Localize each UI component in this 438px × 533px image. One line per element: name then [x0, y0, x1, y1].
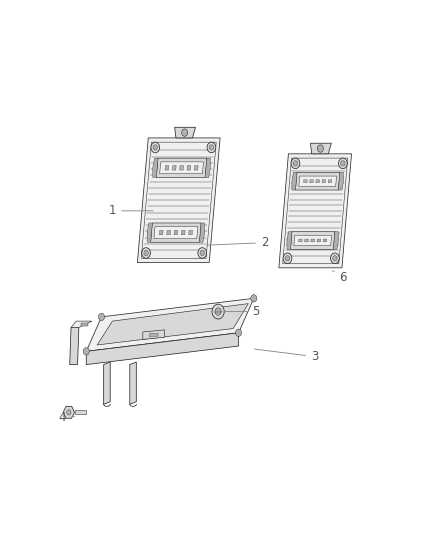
Polygon shape [166, 230, 170, 235]
Circle shape [212, 304, 224, 319]
Polygon shape [165, 166, 169, 170]
Polygon shape [299, 176, 336, 187]
Polygon shape [147, 223, 152, 243]
Polygon shape [174, 230, 178, 235]
Circle shape [331, 253, 339, 264]
Polygon shape [149, 333, 158, 337]
Polygon shape [294, 236, 332, 246]
Polygon shape [138, 138, 220, 263]
Circle shape [200, 251, 205, 256]
Polygon shape [159, 230, 163, 235]
Polygon shape [97, 304, 248, 345]
Circle shape [207, 142, 216, 153]
Circle shape [236, 329, 242, 336]
Polygon shape [81, 322, 88, 326]
Polygon shape [333, 232, 339, 249]
Polygon shape [86, 298, 254, 351]
Polygon shape [181, 230, 185, 235]
Polygon shape [74, 410, 86, 415]
Circle shape [215, 308, 221, 316]
Polygon shape [151, 223, 201, 243]
Polygon shape [160, 162, 204, 174]
Polygon shape [154, 227, 198, 239]
Polygon shape [310, 180, 313, 183]
Circle shape [99, 313, 105, 320]
Polygon shape [292, 172, 297, 190]
Polygon shape [187, 166, 191, 170]
Circle shape [153, 145, 157, 150]
Polygon shape [304, 180, 307, 183]
Circle shape [67, 410, 71, 415]
Polygon shape [316, 180, 320, 183]
Text: 6: 6 [332, 271, 347, 284]
Circle shape [182, 129, 188, 136]
Circle shape [318, 145, 324, 152]
Polygon shape [322, 180, 326, 183]
Polygon shape [130, 362, 136, 405]
Polygon shape [153, 158, 158, 177]
Polygon shape [194, 166, 198, 170]
Circle shape [333, 256, 337, 261]
Polygon shape [199, 223, 205, 243]
Polygon shape [311, 239, 314, 242]
Circle shape [293, 161, 298, 166]
Text: 4: 4 [59, 411, 75, 424]
Circle shape [209, 145, 214, 150]
Circle shape [285, 256, 290, 261]
Polygon shape [175, 127, 195, 138]
Polygon shape [290, 232, 335, 249]
Polygon shape [86, 333, 239, 365]
Circle shape [198, 248, 207, 259]
Circle shape [144, 251, 148, 256]
Polygon shape [339, 172, 343, 190]
Polygon shape [299, 239, 302, 242]
Polygon shape [205, 158, 210, 177]
Polygon shape [287, 232, 292, 249]
Text: 2: 2 [207, 236, 268, 249]
Text: 1: 1 [109, 204, 153, 217]
Polygon shape [317, 239, 321, 242]
Circle shape [151, 142, 159, 153]
Circle shape [339, 158, 347, 168]
Polygon shape [189, 230, 193, 235]
Polygon shape [172, 166, 176, 170]
Circle shape [291, 158, 300, 168]
Circle shape [251, 295, 257, 302]
Polygon shape [296, 172, 340, 190]
Polygon shape [279, 154, 352, 268]
Polygon shape [63, 406, 74, 418]
Polygon shape [156, 158, 207, 177]
Polygon shape [180, 166, 184, 170]
Circle shape [341, 161, 345, 166]
Polygon shape [104, 362, 110, 405]
Polygon shape [143, 330, 165, 340]
Circle shape [83, 348, 89, 355]
Text: 3: 3 [254, 349, 318, 363]
Circle shape [283, 253, 292, 264]
Text: 5: 5 [224, 305, 260, 318]
Polygon shape [305, 239, 308, 242]
Polygon shape [71, 321, 92, 327]
Polygon shape [323, 239, 327, 242]
Polygon shape [311, 143, 331, 154]
Polygon shape [328, 180, 332, 183]
Polygon shape [70, 327, 79, 365]
Circle shape [142, 248, 150, 259]
